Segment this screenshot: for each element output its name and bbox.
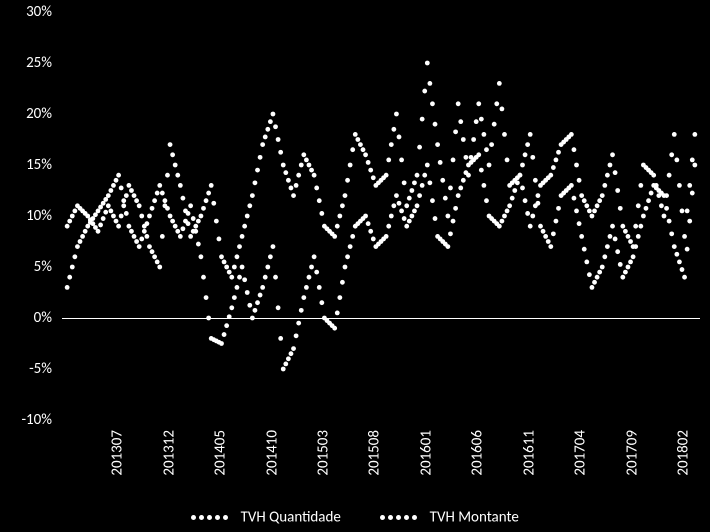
plot-area [0,0,710,532]
x-tick-label: 201312 [160,430,178,476]
x-tick-label: 201503 [315,430,333,476]
x-tick-label: 201405 [212,430,230,476]
legend-label: TVH Quantidade [241,508,341,526]
legend-label: TVH Montante [430,508,519,526]
x-tick-label: 201307 [109,430,127,476]
x-tick-label: 201410 [263,430,281,476]
x-tick-label: 201601 [417,430,435,476]
legend-item-quantidade: TVH Quantidade [191,508,341,526]
x-tick-label: 201704 [572,430,590,476]
legend-item-montante: TVH Montante [380,508,519,526]
legend: TVH Quantidade TVH Montante [0,508,710,526]
x-tick-label: 201611 [520,430,538,476]
x-tick-label: 201508 [366,430,384,476]
tvh-line-chart: -10%-5%0%5%10%15%20%25%30% 2013072013122… [0,0,710,532]
legend-swatch-icon [380,508,420,526]
x-tick-label: 201802 [675,430,693,476]
legend-swatch-icon [191,508,231,526]
x-tick-label: 201606 [469,430,487,476]
x-tick-label: 201709 [623,430,641,476]
